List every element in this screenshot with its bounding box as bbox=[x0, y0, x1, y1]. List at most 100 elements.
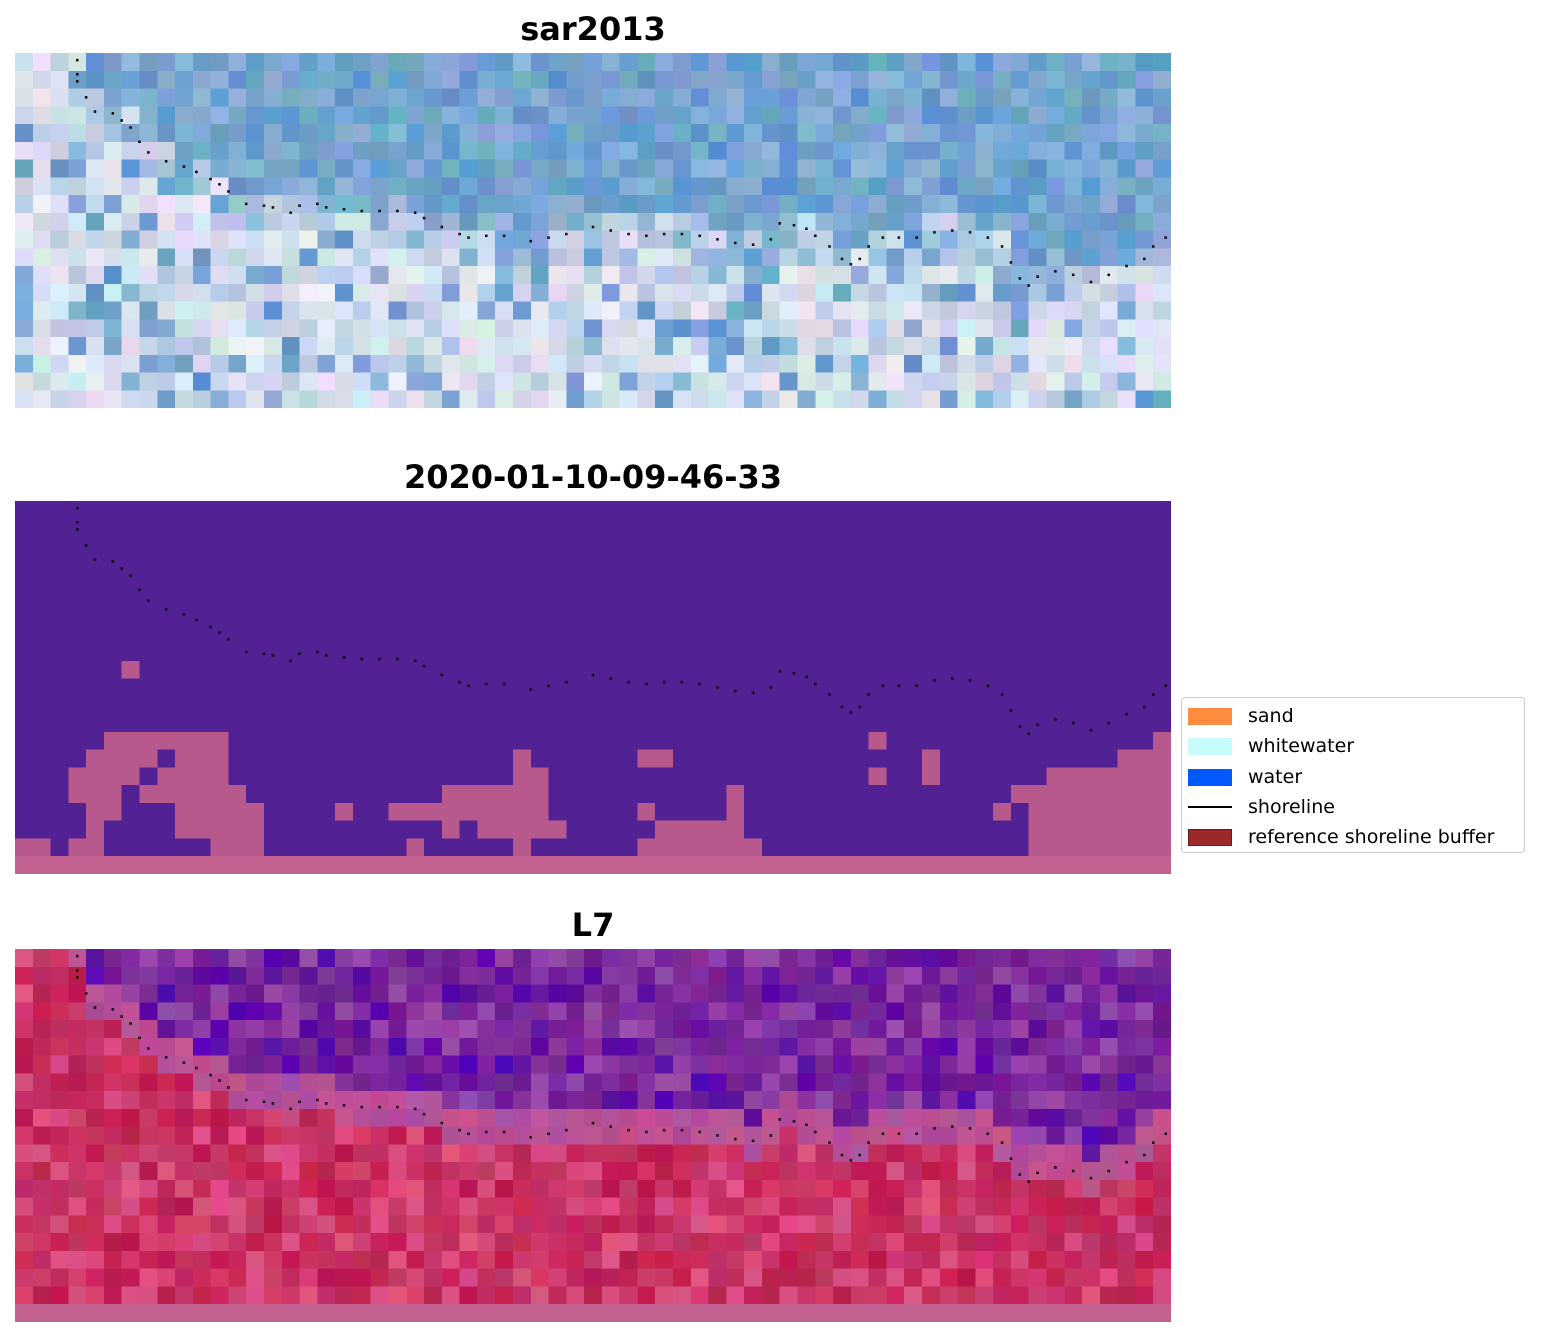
pixel bbox=[192, 1037, 211, 1056]
pixel bbox=[157, 767, 176, 786]
pixel bbox=[388, 354, 407, 373]
pixel bbox=[655, 1197, 674, 1216]
pixel bbox=[299, 106, 318, 124]
pixel bbox=[210, 1055, 229, 1074]
pixel bbox=[957, 1091, 976, 1109]
pixel bbox=[1010, 177, 1029, 195]
pixel bbox=[708, 820, 727, 839]
pixel bbox=[335, 337, 353, 355]
pixel bbox=[708, 354, 727, 373]
pixel bbox=[744, 53, 762, 71]
pixel bbox=[868, 1215, 887, 1234]
shoreline-point bbox=[849, 1159, 853, 1162]
pixel bbox=[15, 966, 33, 985]
pixel bbox=[868, 372, 887, 391]
pixel bbox=[797, 1037, 816, 1056]
pixel bbox=[779, 337, 798, 355]
pixel bbox=[833, 283, 851, 302]
pixel bbox=[815, 1286, 834, 1305]
shoreline-point bbox=[298, 652, 301, 655]
pixel bbox=[922, 949, 940, 967]
pixel bbox=[246, 1002, 264, 1021]
pixel bbox=[619, 1126, 638, 1145]
shoreline-point bbox=[467, 1132, 470, 1135]
pixel bbox=[1117, 785, 1136, 803]
shoreline-point bbox=[182, 613, 186, 616]
pixel bbox=[15, 266, 33, 284]
pixel bbox=[1028, 1162, 1047, 1180]
pixel bbox=[281, 283, 300, 302]
pixel bbox=[210, 966, 229, 985]
legend-item-shoreline: shoreline bbox=[1188, 795, 1335, 819]
pixel bbox=[1046, 177, 1065, 195]
pixel bbox=[121, 266, 140, 284]
pixel bbox=[673, 1215, 691, 1234]
pixel bbox=[922, 1162, 940, 1180]
pixel bbox=[228, 1037, 247, 1056]
pixel bbox=[1082, 984, 1100, 1003]
pixel bbox=[761, 984, 780, 1003]
pixel bbox=[922, 966, 940, 985]
pixel bbox=[637, 749, 656, 768]
pixel bbox=[690, 195, 709, 213]
pixel bbox=[1117, 1179, 1136, 1198]
pixel bbox=[1064, 949, 1083, 967]
pixel bbox=[1153, 731, 1171, 750]
pixel bbox=[548, 319, 567, 337]
pixel bbox=[157, 1055, 176, 1074]
pixel bbox=[246, 372, 264, 391]
pixel bbox=[708, 1268, 727, 1287]
pixel bbox=[86, 1020, 104, 1038]
pixel bbox=[850, 1091, 869, 1109]
pixel bbox=[352, 949, 371, 967]
pixel bbox=[637, 1073, 656, 1092]
pixel bbox=[584, 1055, 602, 1074]
pixel bbox=[1046, 266, 1065, 284]
pixel bbox=[548, 248, 567, 266]
pixel bbox=[175, 53, 193, 71]
pixel bbox=[32, 53, 51, 71]
shoreline-point bbox=[1125, 1160, 1128, 1164]
pixel bbox=[121, 141, 140, 160]
pixel bbox=[370, 159, 389, 178]
pixel bbox=[690, 283, 709, 302]
pixel bbox=[441, 1073, 460, 1092]
pixel bbox=[566, 1197, 585, 1216]
pixel bbox=[406, 248, 425, 266]
pixel bbox=[797, 966, 816, 985]
pixel bbox=[210, 838, 229, 857]
pixel bbox=[495, 1108, 513, 1127]
pixel bbox=[406, 966, 425, 985]
pixel bbox=[922, 1197, 940, 1216]
pixel bbox=[815, 88, 834, 107]
pixel bbox=[175, 1162, 193, 1180]
pixel bbox=[584, 1073, 602, 1092]
pixel bbox=[1135, 984, 1154, 1003]
pixel bbox=[1028, 1126, 1047, 1145]
pixel bbox=[922, 1108, 940, 1127]
pixel bbox=[584, 230, 602, 249]
pixel bbox=[761, 1144, 780, 1163]
pixel bbox=[1135, 1002, 1154, 1021]
pixel bbox=[103, 230, 122, 249]
pixel bbox=[317, 1197, 336, 1216]
pixel bbox=[904, 1126, 923, 1145]
shoreline-point bbox=[324, 206, 328, 209]
pixel bbox=[495, 1215, 513, 1234]
pixel bbox=[477, 1002, 496, 1021]
pixel bbox=[175, 731, 193, 750]
pixel bbox=[744, 266, 762, 284]
pixel bbox=[566, 319, 585, 337]
pixel bbox=[690, 390, 709, 408]
pixel bbox=[157, 301, 176, 320]
pixel bbox=[512, 1091, 531, 1109]
pixel bbox=[512, 949, 531, 967]
pixel bbox=[1064, 53, 1083, 71]
pixel bbox=[726, 966, 745, 985]
pixel bbox=[1099, 177, 1118, 195]
pixel bbox=[512, 1179, 531, 1198]
pixel bbox=[548, 354, 567, 373]
pixel bbox=[388, 301, 407, 320]
pixel bbox=[744, 248, 762, 266]
pixel bbox=[1082, 266, 1100, 284]
